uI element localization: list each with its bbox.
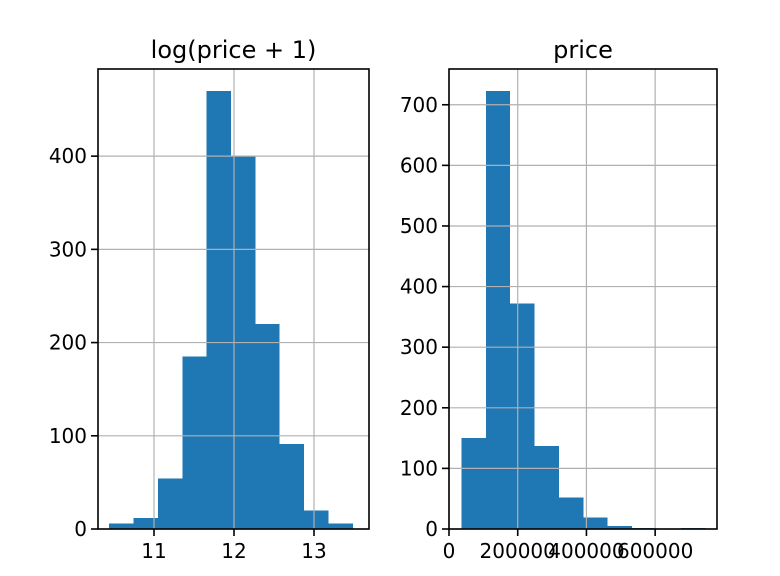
y-tick-label: 400 <box>400 275 438 299</box>
histogram-bar <box>558 497 584 529</box>
histogram-bar <box>607 525 633 529</box>
histogram-bar <box>133 517 158 529</box>
histogram-bar <box>485 90 511 529</box>
y-tick-label: 300 <box>400 335 438 359</box>
y-tick-label: 200 <box>400 396 438 420</box>
histogram-bar <box>109 523 134 529</box>
histogram-bar <box>206 90 231 530</box>
histogram-bar <box>328 523 353 529</box>
histogram-bar <box>534 445 559 529</box>
y-tick-label: 100 <box>49 424 87 448</box>
y-tick-label: 700 <box>400 93 438 117</box>
x-tick-label: 13 <box>301 539 326 563</box>
histogram-bar <box>583 517 608 529</box>
x-tick-label: 200000 <box>480 539 556 563</box>
y-tick-label: 500 <box>400 214 438 238</box>
plot-title: log(price + 1) <box>151 36 317 64</box>
histogram-bar <box>510 303 535 529</box>
x-tick-label: 600000 <box>617 539 693 563</box>
histogram-bar <box>182 356 207 529</box>
y-tick-label: 0 <box>425 517 438 541</box>
y-tick-label: 300 <box>49 237 87 261</box>
histogram-bar <box>304 510 329 529</box>
x-tick-label: 12 <box>221 539 246 563</box>
x-tick-label: 11 <box>141 539 166 563</box>
x-tick-label: 0 <box>443 539 456 563</box>
y-tick-label: 400 <box>49 144 87 168</box>
y-tick-label: 0 <box>74 517 87 541</box>
histogram-bar <box>157 478 183 529</box>
y-tick-label: 600 <box>400 153 438 177</box>
plot-title: price <box>553 36 613 64</box>
x-tick-label: 400000 <box>548 539 624 563</box>
y-tick-label: 200 <box>49 331 87 355</box>
axes-spine <box>448 68 718 530</box>
histogram-bar <box>255 323 280 529</box>
plot-log-price-plus-1: 11 12 13 0 100 200 300 400 log(price + 1) <box>49 36 370 563</box>
histogram-bar <box>279 444 305 529</box>
histogram-bar <box>461 438 486 529</box>
y-tick-label: 100 <box>400 456 438 480</box>
